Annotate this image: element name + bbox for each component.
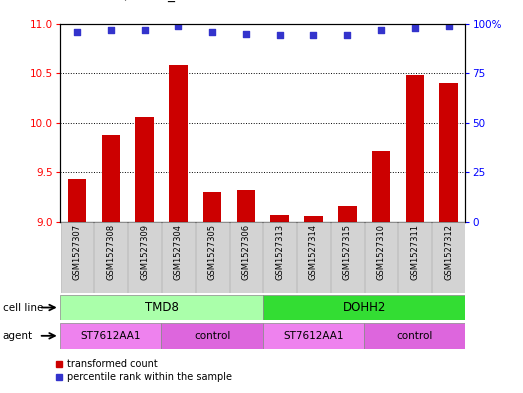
Bar: [263, 323, 364, 349]
Bar: [95, 222, 127, 293]
Text: TMD8: TMD8: [144, 301, 178, 314]
Point: [208, 28, 217, 35]
Text: DOHH2: DOHH2: [343, 301, 386, 314]
Legend: transformed count, percentile rank within the sample: transformed count, percentile rank withi…: [52, 356, 236, 386]
Text: GSM1527310: GSM1527310: [377, 224, 385, 280]
Bar: [263, 222, 296, 293]
Point: [73, 28, 81, 35]
Bar: [169, 65, 188, 222]
Text: GSM1527312: GSM1527312: [444, 224, 453, 280]
Bar: [399, 222, 431, 293]
Text: GSM1527315: GSM1527315: [343, 224, 352, 280]
Text: ST7612AA1: ST7612AA1: [81, 331, 141, 341]
Bar: [297, 222, 330, 293]
Point: [343, 32, 351, 39]
Text: GSM1527304: GSM1527304: [174, 224, 183, 280]
Point: [309, 32, 317, 39]
Bar: [364, 323, 465, 349]
Text: GSM1527305: GSM1527305: [208, 224, 217, 280]
Bar: [236, 190, 255, 222]
Bar: [101, 135, 120, 222]
Text: control: control: [194, 331, 230, 341]
Text: agent: agent: [3, 331, 33, 341]
Point: [140, 26, 149, 33]
Point: [107, 26, 115, 33]
Text: GDS5615 / ILMN_2371590: GDS5615 / ILMN_2371590: [55, 0, 236, 2]
Bar: [331, 222, 363, 293]
Point: [276, 32, 284, 39]
Bar: [128, 222, 161, 293]
Text: control: control: [396, 331, 433, 341]
Bar: [230, 222, 263, 293]
Bar: [263, 295, 465, 320]
Point: [377, 26, 385, 33]
Bar: [68, 179, 86, 222]
Text: GSM1527309: GSM1527309: [140, 224, 149, 280]
Bar: [432, 222, 465, 293]
Bar: [162, 323, 263, 349]
Bar: [270, 215, 289, 222]
Bar: [203, 192, 221, 222]
Bar: [365, 222, 397, 293]
Point: [242, 30, 250, 37]
Bar: [439, 83, 458, 222]
Text: GSM1527313: GSM1527313: [275, 224, 284, 280]
Bar: [135, 117, 154, 222]
Text: GSM1527307: GSM1527307: [73, 224, 82, 280]
Bar: [405, 75, 424, 222]
Text: GSM1527306: GSM1527306: [242, 224, 251, 280]
Bar: [61, 222, 94, 293]
Bar: [60, 295, 263, 320]
Bar: [304, 216, 323, 222]
Text: GSM1527314: GSM1527314: [309, 224, 318, 280]
Bar: [162, 222, 195, 293]
Text: cell line: cell line: [3, 303, 43, 312]
Text: GSM1527311: GSM1527311: [411, 224, 419, 280]
Bar: [196, 222, 229, 293]
Bar: [338, 206, 357, 222]
Point: [445, 22, 453, 29]
Point: [411, 24, 419, 31]
Text: GSM1527308: GSM1527308: [106, 224, 115, 280]
Bar: [372, 151, 390, 222]
Point: [174, 22, 183, 29]
Bar: [60, 323, 162, 349]
Text: ST7612AA1: ST7612AA1: [283, 331, 344, 341]
